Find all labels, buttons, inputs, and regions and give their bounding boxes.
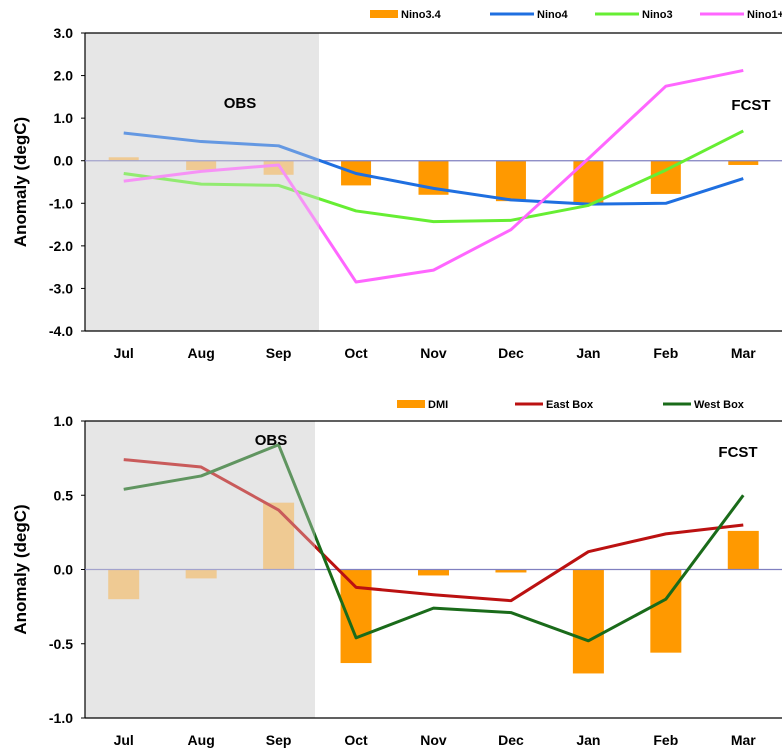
chart1-legend-label: Nino3	[642, 9, 673, 21]
chart1-xtick-label: Jan	[576, 345, 600, 361]
chart1-xtick-label: Nov	[420, 345, 447, 361]
chart1-ytick-label: -1.0	[49, 195, 73, 211]
chart1-xtick-label: Aug	[188, 345, 215, 361]
chart1-fcst-label: FCST	[731, 97, 770, 114]
chart2-bar	[418, 569, 449, 576]
chart2-series-line-1	[123, 443, 745, 643]
chart1-y-axis-label: Anomaly (degC)	[11, 117, 30, 247]
chart2-ytick-label: 0.5	[54, 487, 74, 503]
chart2-obs-label: OBS	[255, 432, 288, 449]
chart2-legend-swatch	[397, 400, 425, 408]
chart1-ytick-label: 0.0	[54, 153, 74, 169]
chart1-legend-swatch	[370, 10, 398, 18]
chart1-ytick-label: 3.0	[54, 25, 74, 41]
chart2-xtick-label: Sep	[266, 732, 292, 748]
chart2-ytick-label: 1.0	[54, 413, 74, 429]
chart2-bar	[185, 569, 217, 579]
chart1-obs-label: OBS	[224, 95, 257, 112]
chart2-bar	[108, 569, 140, 600]
chart2-xtick-label: Jul	[114, 732, 134, 748]
chart2-legend-label: West Box	[694, 399, 745, 411]
chart1-legend-label: Nino4	[537, 9, 568, 21]
chart2-xtick-label: Mar	[731, 732, 756, 748]
chart1-obs-overlay	[86, 34, 319, 330]
chart1-xtick-label: Jul	[114, 345, 134, 361]
chart2-bar	[495, 569, 527, 573]
chart2-xtick-label: Dec	[498, 732, 524, 748]
chart2-xtick-label: Oct	[344, 732, 368, 748]
chart1-bar	[108, 157, 139, 161]
chart2-ytick-label: -0.5	[49, 636, 73, 652]
chart2-bar	[572, 569, 604, 674]
chart1-legend-label: Nino3.4	[401, 9, 442, 21]
chart2-bar	[340, 569, 372, 664]
chart2-xtick-label: Aug	[188, 732, 215, 748]
chart1-ytick-label: -2.0	[49, 238, 73, 254]
chart2-ytick-label: -1.0	[49, 710, 73, 726]
chart1-xtick-label: Dec	[498, 345, 524, 361]
chart1-ytick-label: -3.0	[49, 280, 73, 296]
chart2-legend-label: East Box	[546, 399, 594, 411]
chart1-xtick-label: Oct	[344, 345, 368, 361]
chart1-ytick-label: 2.0	[54, 68, 74, 84]
chart2-legend-label: DMI	[428, 399, 448, 411]
chart2-obs-overlay	[86, 422, 315, 717]
chart1-series-line-1	[123, 129, 744, 224]
chart2-xtick-label: Feb	[653, 732, 678, 748]
chart1-ytick-label: 1.0	[54, 110, 74, 126]
chart1-bar	[186, 160, 217, 171]
chart1-xtick-label: Sep	[266, 345, 292, 361]
chart1-xtick-label: Mar	[731, 345, 756, 361]
chart1-bar	[495, 160, 526, 202]
chart2-ytick-label: 0.0	[54, 562, 74, 578]
chart2: 1.0 0.5 0.0 -0.5 -1.0 Jul Aug Sep Oct Nov Dec Jan Fe…	[11, 399, 782, 748]
chart2-xtick-label: Jan	[576, 732, 600, 748]
chart1-series-line-0	[123, 131, 744, 206]
chart2-series-line-0	[123, 458, 744, 603]
chart1: 3.0 2.0 1.0 0.0 -1.0 -2.0 -3.0 -4.0 Jul Aug Sep Oct…	[11, 9, 782, 361]
chart2-fcst-label: FCST	[718, 444, 757, 461]
chart2-bar	[263, 502, 295, 570]
chart1-bar	[728, 160, 759, 165]
chart1-xtick-label: Feb	[653, 345, 678, 361]
chart2-y-axis-label: Anomaly (degC)	[11, 504, 30, 634]
chart1-legend-label: Nino1+2	[747, 9, 782, 21]
chart2-xtick-label: Nov	[420, 732, 447, 748]
chart1-series-line-2	[123, 68, 744, 284]
chart1-ytick-label: -4.0	[49, 323, 73, 339]
chart2-bar	[650, 569, 682, 653]
chart2-bar	[727, 530, 759, 570]
